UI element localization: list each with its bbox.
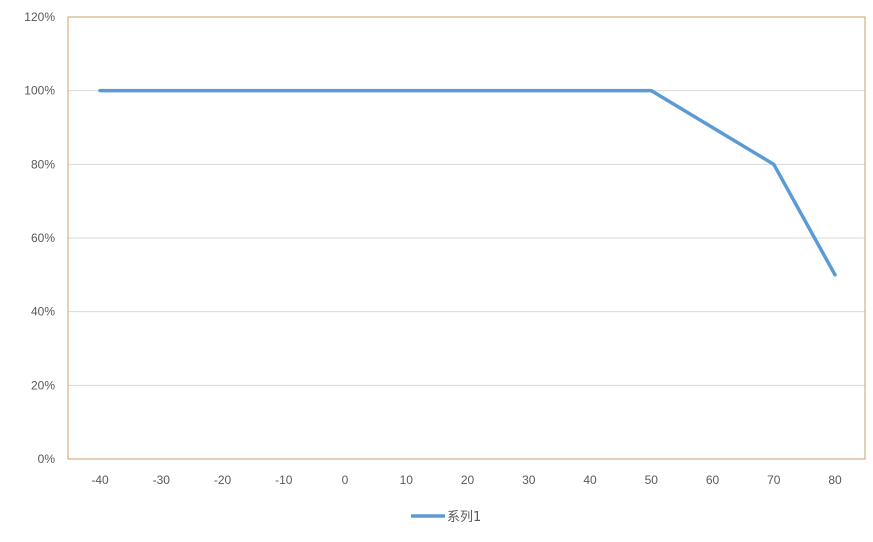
- x-tick-label: 60: [706, 473, 720, 487]
- y-tick-label: 20%: [31, 378, 55, 392]
- x-axis-tick-labels: -40 -30 -20 -10 0 10 20 30 40 50 60 70 80: [91, 473, 842, 487]
- x-tick-label: 0: [342, 473, 349, 487]
- x-tick-label: -20: [214, 473, 232, 487]
- y-tick-label: 80%: [31, 157, 55, 171]
- y-tick-label: 120%: [24, 10, 55, 24]
- legend: 系列1: [411, 510, 481, 525]
- x-tick-label: 40: [583, 473, 597, 487]
- series-line: [98, 88, 837, 277]
- plot-area-border: [67, 16, 866, 460]
- y-tick-label: 100%: [24, 84, 55, 98]
- x-tick-label: -30: [153, 473, 171, 487]
- x-tick-label: 70: [767, 473, 781, 487]
- x-tick-label: 10: [400, 473, 414, 487]
- gridlines: [68, 16, 865, 460]
- x-tick-label: -40: [91, 473, 109, 487]
- legend-label: 系列1: [447, 510, 481, 525]
- x-tick-label: 50: [645, 473, 659, 487]
- x-tick-label: 20: [461, 473, 475, 487]
- y-tick-label: 40%: [31, 305, 55, 319]
- y-tick-label: 60%: [31, 231, 55, 245]
- x-tick-label: 80: [828, 473, 842, 487]
- x-tick-label: 30: [522, 473, 536, 487]
- y-axis-tick-labels: 0% 20% 40% 60% 80% 100% 120%: [24, 10, 55, 466]
- series-lines: [98, 88, 837, 277]
- y-tick-label: 0%: [38, 452, 56, 466]
- x-tick-label: -10: [275, 473, 293, 487]
